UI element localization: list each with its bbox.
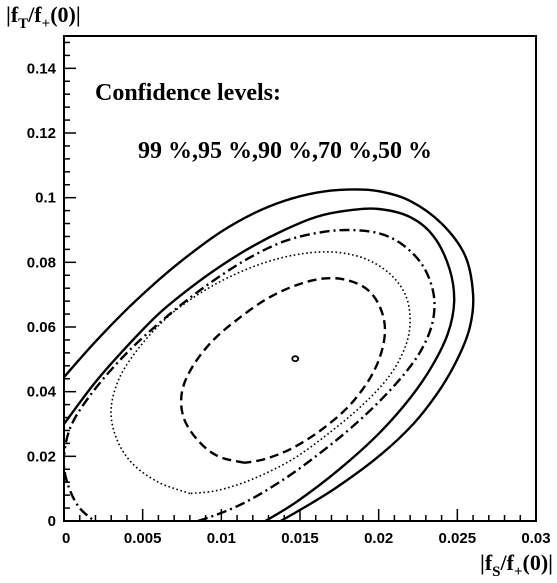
y-tick-label: 0.08: [27, 254, 56, 271]
x-tick-label: 0.015: [281, 530, 319, 547]
x-tick-label: 0.02: [364, 530, 393, 547]
y-tick-label: 0.12: [27, 125, 56, 142]
contour-99-percent: [64, 188, 475, 521]
annotation-levels: 99 %,95 %,90 %,70 %,50 %: [138, 138, 432, 164]
contour-70-percent: [110, 251, 411, 495]
y-tick-label: 0: [48, 513, 56, 530]
y-tick-label: 0.04: [27, 384, 57, 401]
annotation-heading: Confidence levels:: [95, 80, 281, 106]
y-tick-label: 0.14: [27, 60, 57, 77]
x-tick-label: 0.03: [521, 530, 550, 547]
contour-lines: [64, 188, 475, 521]
y-tick-label: 0.06: [27, 319, 56, 336]
contour-50-percent: [179, 276, 387, 464]
best-fit-point: [291, 355, 300, 363]
contour-95-percent: [64, 207, 456, 521]
x-tick-label: 0: [62, 530, 70, 547]
y-tick-label: 0.02: [27, 448, 56, 465]
axis-ticks: [63, 41, 537, 522]
plot-frame: [63, 35, 537, 522]
tick-labels: 0 0.005 0.01 0.015 0.02 0.025 0.03 0 0.02 0.04 0.0…: [27, 60, 551, 547]
y-axis-title: |fT/f+(0)|: [6, 2, 81, 32]
x-tick-label: 0.005: [124, 530, 162, 547]
x-tick-label: 0.025: [439, 530, 477, 547]
x-tick-label: 0.01: [207, 530, 236, 547]
x-axis-title: |fS/f+(0)|: [480, 550, 553, 580]
y-tick-label: 0.1: [35, 190, 56, 207]
contour-90-percent: [64, 228, 436, 521]
